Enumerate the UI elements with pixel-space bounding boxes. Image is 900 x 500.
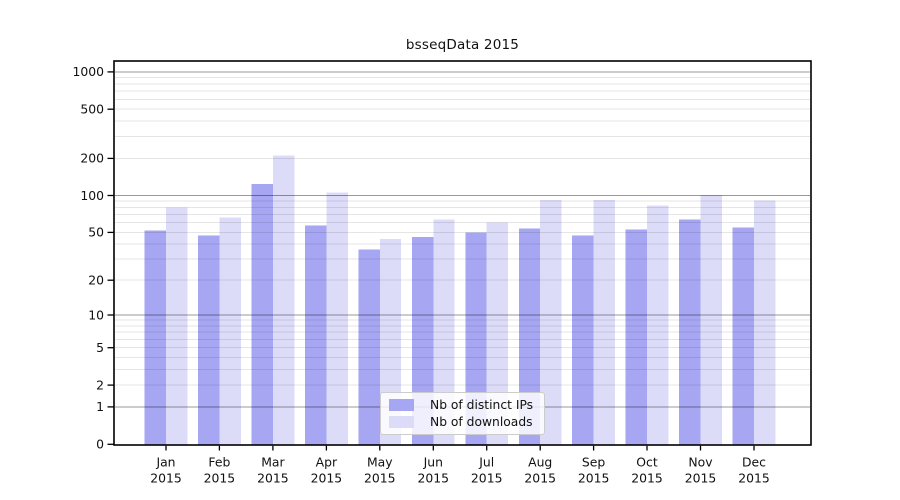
axes-layer bbox=[107, 60, 812, 451]
x-tick-label-year: 2015 bbox=[471, 471, 503, 486]
bar-ips-mar bbox=[251, 184, 273, 445]
bar-downloads-apr bbox=[326, 192, 348, 445]
y-tick-label: 500 bbox=[80, 102, 104, 117]
x-tick-label-year: 2015 bbox=[738, 471, 770, 486]
x-tick-label-year: 2015 bbox=[257, 471, 289, 486]
bar-ips-sep bbox=[572, 235, 594, 445]
bar-downloads-dec bbox=[754, 200, 776, 445]
bar-downloads-jun bbox=[433, 219, 455, 445]
x-tick-label-month: May bbox=[367, 455, 393, 470]
x-tick-label-month: Jan bbox=[155, 455, 175, 470]
legend-swatch-downloads bbox=[389, 416, 414, 428]
x-tick-label-month: Mar bbox=[261, 455, 285, 470]
bar-ips-feb bbox=[198, 235, 220, 445]
bar-ips-may bbox=[358, 249, 380, 445]
x-tick-label-month: Apr bbox=[316, 455, 338, 470]
x-tick-label-month: Jul bbox=[478, 455, 494, 470]
axis-labels-layer: 01251020501002005001000Jan2015Feb2015Mar… bbox=[72, 64, 769, 485]
legend: Nb of distinct IPs Nb of downloads bbox=[380, 392, 545, 435]
y-tick-label: 1000 bbox=[72, 64, 104, 79]
y-tick-label: 20 bbox=[88, 273, 104, 288]
chart-title: bsseqData 2015 bbox=[405, 37, 520, 53]
y-tick-label: 0 bbox=[96, 437, 104, 452]
bar-downloads-jul bbox=[486, 222, 509, 445]
bar-downloads-nov bbox=[700, 195, 722, 445]
x-tick-label-month: Jun bbox=[423, 455, 443, 470]
bar-downloads-sep bbox=[593, 200, 615, 445]
bar-ips-oct bbox=[625, 229, 647, 445]
x-tick-label-month: Feb bbox=[208, 455, 230, 470]
bar-downloads-aug bbox=[540, 200, 562, 445]
bar-downloads-oct bbox=[647, 205, 669, 445]
bar-ips-nov bbox=[679, 219, 701, 445]
y-tick-label: 5 bbox=[96, 340, 104, 355]
legend-item-distinct-ips: Nb of distinct IPs bbox=[387, 398, 538, 412]
x-tick-label-year: 2015 bbox=[311, 471, 343, 486]
x-tick-label-month: Oct bbox=[636, 455, 658, 470]
bar-ips-dec bbox=[732, 227, 754, 445]
x-tick-label-year: 2015 bbox=[150, 471, 182, 486]
bar-downloads-feb bbox=[219, 217, 241, 445]
gridlines-layer bbox=[115, 71, 810, 408]
y-tick-label: 10 bbox=[88, 307, 104, 322]
x-tick-label-year: 2015 bbox=[364, 471, 396, 486]
x-tick-label-year: 2015 bbox=[685, 471, 717, 486]
x-tick-label-month: Sep bbox=[582, 455, 605, 470]
bar-ips-jul bbox=[465, 232, 487, 445]
x-tick-label-year: 2015 bbox=[204, 471, 236, 486]
y-tick-label: 2 bbox=[96, 377, 104, 392]
y-tick-label: 200 bbox=[80, 151, 104, 166]
x-tick-label-year: 2015 bbox=[578, 471, 610, 486]
y-tick-label: 50 bbox=[88, 225, 104, 240]
x-tick-label-year: 2015 bbox=[524, 471, 556, 486]
legend-swatch-ips bbox=[389, 399, 414, 411]
x-tick-label-month: Dec bbox=[742, 455, 766, 470]
legend-item-downloads: Nb of downloads bbox=[387, 415, 538, 429]
legend-label-downloads: Nb of downloads bbox=[430, 415, 533, 429]
bar-downloads-jan bbox=[166, 207, 188, 445]
x-tick-label-year: 2015 bbox=[418, 471, 450, 486]
x-tick-label-month: Nov bbox=[688, 455, 712, 470]
legend-label-ips: Nb of distinct IPs bbox=[430, 398, 534, 412]
y-tick-label: 1 bbox=[96, 399, 104, 414]
x-tick-label-year: 2015 bbox=[631, 471, 663, 486]
plot-border bbox=[113, 60, 812, 446]
y-tick-label: 100 bbox=[80, 188, 104, 203]
bar-ips-jan bbox=[144, 230, 166, 445]
bar-downloads-mar bbox=[272, 155, 295, 446]
bar-ips-apr bbox=[305, 225, 327, 445]
bars-layer bbox=[144, 155, 776, 446]
x-tick-label-month: Aug bbox=[528, 455, 552, 470]
bar-ips-aug bbox=[518, 228, 541, 445]
